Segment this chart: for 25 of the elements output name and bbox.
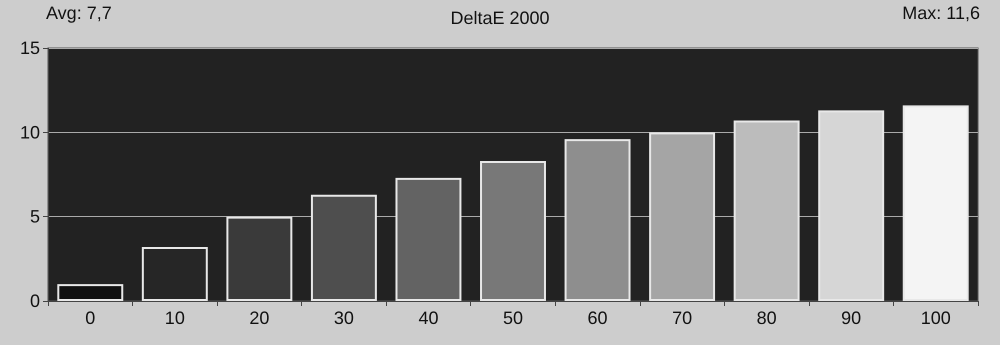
x-tick-label: 40 — [418, 308, 438, 328]
bar — [57, 284, 124, 301]
x-tick-label: 70 — [672, 308, 692, 328]
x-tick-label: 60 — [588, 308, 608, 328]
y-tick-label: 10 — [20, 122, 40, 142]
x-tick-label: 0 — [85, 308, 96, 328]
text: Max: 11,6 — [902, 3, 980, 23]
x-tick-label: 20 — [249, 308, 270, 328]
x-tick-label: 30 — [334, 308, 354, 328]
y-tick-label: 0 — [30, 291, 40, 311]
chart-title: DeltaE 2000 — [450, 8, 550, 28]
x-tick-label: 10 — [164, 308, 185, 328]
x-tick-label: 80 — [756, 308, 777, 328]
x-tick-label: 50 — [502, 308, 524, 328]
bar — [564, 139, 631, 301]
bar — [902, 105, 969, 301]
text: Avg: 7,7 — [46, 3, 112, 23]
x-tick-label: 100 — [920, 308, 951, 328]
bar — [480, 161, 546, 301]
bar — [395, 178, 462, 301]
bar — [818, 110, 884, 301]
y-tick-label: 15 — [20, 38, 40, 58]
bar — [734, 120, 800, 301]
y-tick-label: 5 — [30, 206, 40, 227]
x-tick-label: 90 — [841, 308, 862, 328]
